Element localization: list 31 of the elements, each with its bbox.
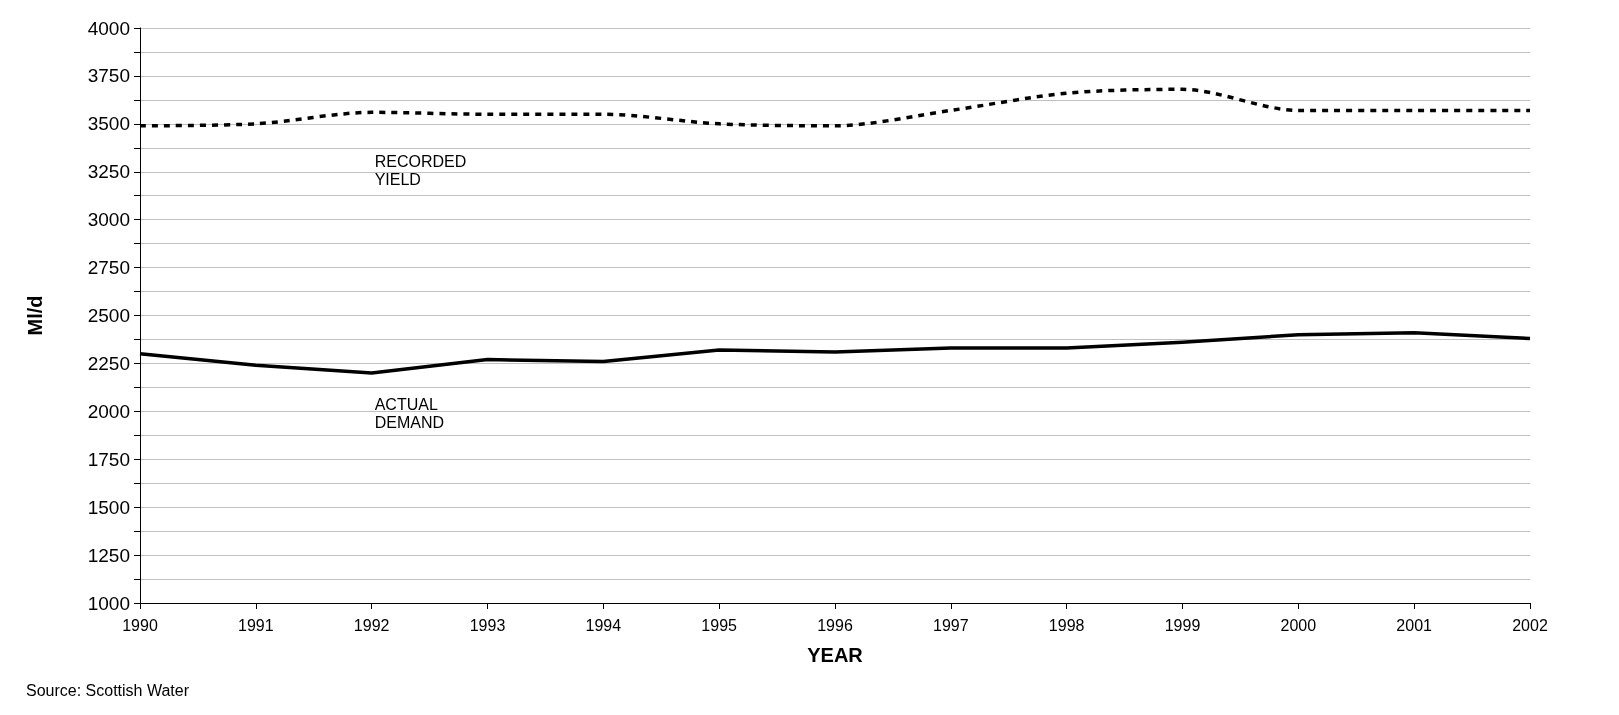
y-tick-label: 2750 (87, 257, 130, 279)
x-axis-title: YEAR (807, 644, 864, 666)
text: RECORDED YIELD (374, 152, 471, 188)
x-tick-label: 1998 (1048, 616, 1085, 634)
x-tick-label: 1990 (122, 616, 158, 634)
source-note: Source: Scottish Water (26, 681, 190, 699)
y-tick-label: 1250 (87, 544, 130, 566)
series-label: ACTUAL DEMAND (374, 395, 445, 431)
x-tick-label: 1996 (817, 616, 853, 634)
x-tick-label: 1999 (1164, 616, 1201, 634)
x-tick-label: 2000 (1280, 616, 1317, 634)
y-tick-label: 3500 (87, 113, 130, 135)
x-tick-label: 1993 (469, 616, 506, 634)
y-tick-label: 2000 (87, 400, 130, 422)
y-tick-label: 2250 (87, 352, 130, 374)
x-tick-label: 1992 (353, 616, 390, 634)
x-tick-label: 1991 (238, 616, 274, 634)
x-tick-label: 2001 (1396, 616, 1433, 634)
y-axis-title: Ml/d (24, 295, 46, 336)
y-tick-label: 1000 (87, 592, 130, 614)
y-tick-label: 3750 (87, 65, 130, 87)
y-tick-label: 4000 (87, 17, 130, 39)
y-tick-label: 3000 (87, 209, 130, 231)
y-tick-label: 3250 (87, 161, 130, 183)
y-tick-label: 1750 (87, 448, 130, 470)
y-tick-label: 2500 (87, 305, 130, 326)
x-tick-label: 1995 (701, 616, 738, 634)
x-tick-label: 1997 (933, 616, 969, 634)
x-tick-label: 1994 (585, 616, 622, 634)
x-tick-label: 2002 (1512, 616, 1548, 634)
y-tick-label: 1500 (87, 496, 130, 518)
